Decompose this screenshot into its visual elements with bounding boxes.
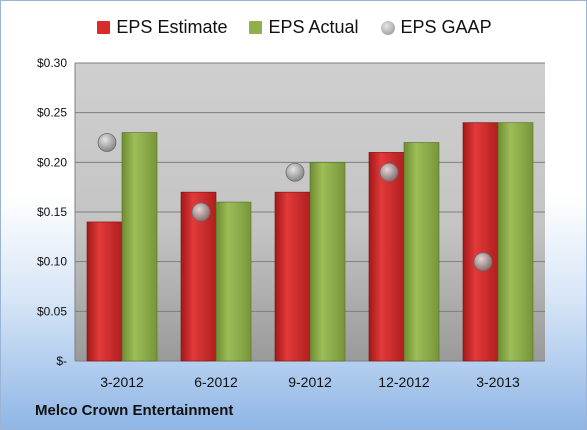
bar-eps-actual	[309, 162, 346, 362]
x-tick-label: 9-2012	[288, 374, 332, 390]
legend: EPS Estimate EPS Actual EPS GAAP	[1, 17, 586, 38]
x-tick-label: 12-2012	[378, 374, 430, 390]
bar-eps-actual	[497, 122, 534, 362]
bar-eps-estimate	[368, 152, 405, 362]
bar-eps-actual	[121, 132, 158, 362]
marker-eps-gaap	[97, 133, 117, 152]
y-tick-label: $0.15	[37, 205, 67, 219]
x-tick-label: 3-2012	[100, 374, 144, 390]
bar-eps-estimate	[86, 221, 123, 362]
legend-item-gaap: EPS GAAP	[380, 17, 492, 38]
bar-eps-estimate	[462, 122, 499, 362]
x-tick-label: 3-2013	[476, 374, 520, 390]
marker-eps-gaap	[191, 202, 211, 222]
y-tick-label: $0.20	[37, 155, 67, 169]
marker-eps-gaap	[473, 252, 493, 272]
y-tick-label: $0.25	[37, 106, 67, 120]
legend-label-actual: EPS Actual	[268, 17, 359, 37]
y-tick-label: $0.10	[37, 255, 67, 269]
legend-item-actual: EPS Actual	[249, 17, 359, 38]
y-tick-label: $0.05	[37, 304, 67, 318]
bar-eps-actual	[215, 201, 252, 362]
legend-swatch-estimate	[97, 21, 111, 34]
marker-eps-gaap	[379, 162, 399, 182]
legend-item-estimate: EPS Estimate	[97, 17, 227, 38]
legend-label-gaap: EPS GAAP	[400, 17, 492, 37]
company-name: Melco Crown Entertainment	[35, 402, 234, 419]
bar-eps-estimate	[274, 191, 311, 362]
marker-eps-gaap	[285, 162, 305, 182]
bar-eps-actual	[403, 142, 440, 362]
y-tick-label: $-	[56, 354, 67, 368]
x-tick-label: 6-2012	[194, 374, 238, 390]
legend-swatch-gaap	[380, 20, 395, 35]
y-tick-label: $0.30	[37, 56, 67, 70]
legend-label-estimate: EPS Estimate	[116, 17, 228, 37]
legend-swatch-actual	[249, 21, 263, 34]
